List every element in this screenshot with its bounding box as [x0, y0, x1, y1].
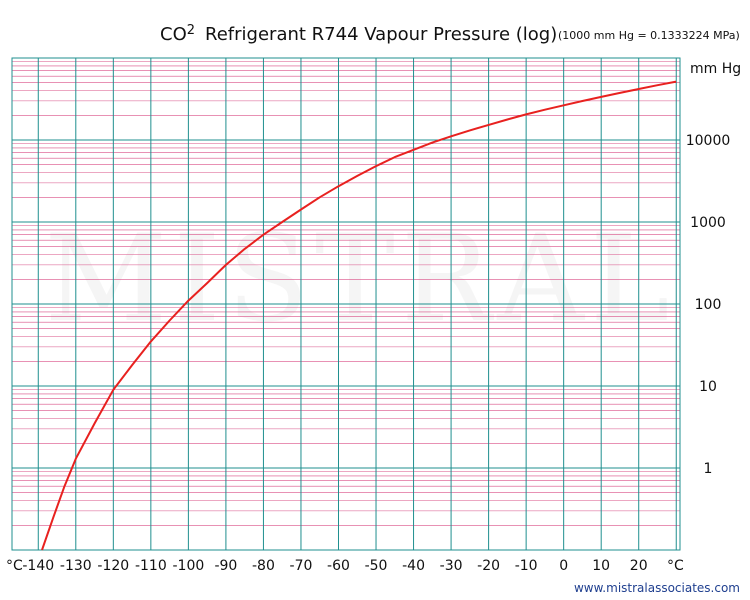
- y-axis-unit: mm Hg: [690, 61, 741, 77]
- y-tick-label: 1: [704, 461, 713, 477]
- x-tick-label: -40: [402, 558, 425, 574]
- x-tick-label: 10: [592, 558, 610, 574]
- credit-link[interactable]: www.mistralassociates.com: [574, 581, 740, 595]
- x-tick-label: -130: [60, 558, 92, 574]
- x-tick-label: -60: [327, 558, 350, 574]
- x-tick-label: -20: [477, 558, 500, 574]
- curve-layer: [41, 80, 677, 551]
- plot-frame: [11, 57, 681, 551]
- x-tick-label: -100: [172, 558, 204, 574]
- chart-subtitle: (1000 mm Hg = 0.1333224 MPa): [558, 29, 740, 42]
- chart-title: CO2 Refrigerant R744 Vapour Pressure (log…: [160, 23, 740, 45]
- x-tick-label: -30: [440, 558, 463, 574]
- x-tick-label: -120: [97, 558, 129, 574]
- x-axis-unit-left: °C: [6, 558, 23, 574]
- x-tick-label: -110: [135, 558, 167, 574]
- x-tick-label: -140: [22, 558, 54, 574]
- x-tick-label: -10: [515, 558, 538, 574]
- y-tick-label: 10000: [686, 133, 731, 149]
- x-tick-label: -70: [290, 558, 313, 574]
- y-tick-label: 100: [695, 297, 722, 313]
- x-tick-label: 20: [630, 558, 648, 574]
- x-tick-label: 0: [559, 558, 568, 574]
- title-rest: Refrigerant R744 Vapour Pressure (log): [205, 24, 557, 45]
- y-tick-label: 10: [699, 379, 717, 395]
- title-superscript: 2: [187, 23, 195, 38]
- x-tick-label: -50: [365, 558, 388, 574]
- title-co: CO: [160, 24, 187, 45]
- x-tick-label: -80: [252, 558, 275, 574]
- y-tick-label: 1000: [690, 215, 726, 231]
- minor-grid: [12, 61, 680, 526]
- x-axis-unit-right: °C: [667, 558, 684, 574]
- y-axis-ticks: 1 10 100 1000 10000: [686, 133, 731, 477]
- major-grid: [11, 57, 681, 551]
- pressure-curve: [41, 80, 677, 551]
- x-tick-label: -90: [214, 558, 237, 574]
- x-axis-ticks: -140 -130 -120 -110 -100 -90 -80 -70 -60 -50 -40 -3…: [22, 558, 647, 574]
